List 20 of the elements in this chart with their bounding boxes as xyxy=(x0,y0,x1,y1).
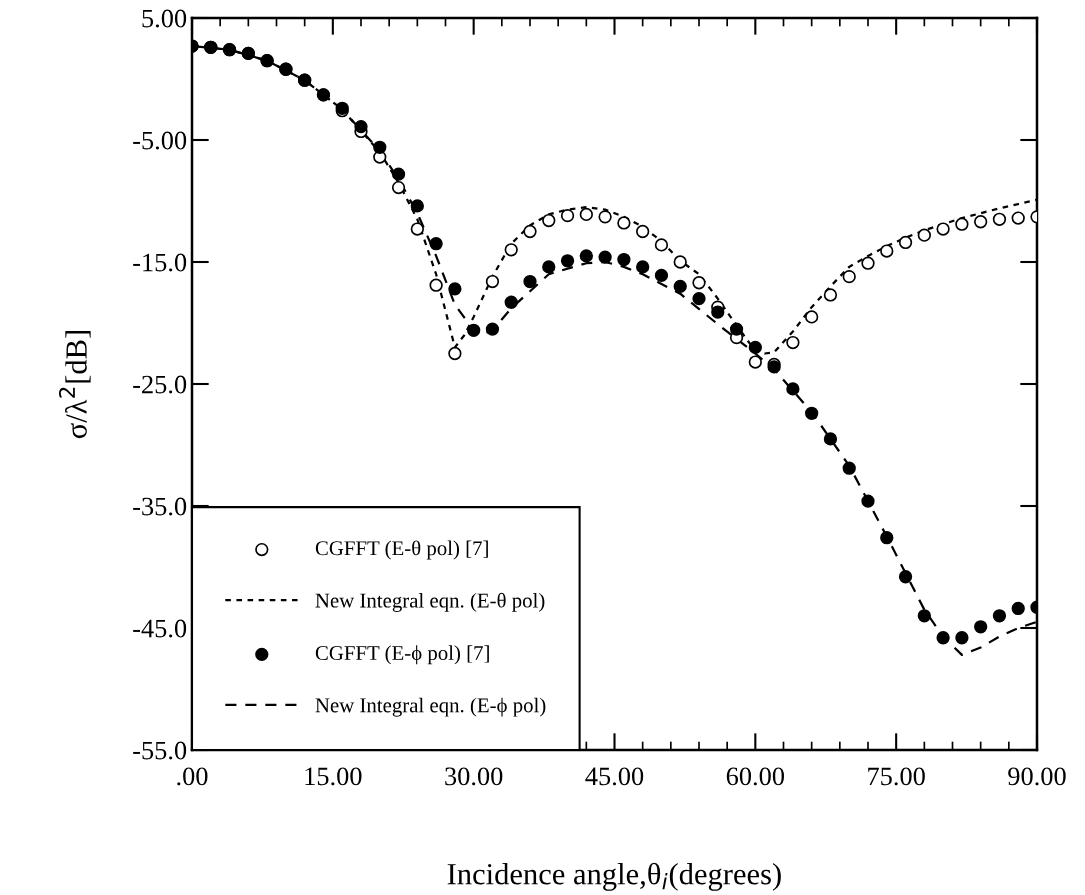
y-tick-label: -5.00 xyxy=(133,131,187,150)
legend-label: New Integral eqn. (E-ϕ pol) xyxy=(315,697,546,717)
y-tick-label: -35.0 xyxy=(133,497,187,516)
x-axis-title: Incidence angle,θ$_{i}$(degrees) xyxy=(447,862,781,891)
x-tick-label: 60.00 xyxy=(726,767,785,786)
x-tick-label: 75.00 xyxy=(868,767,925,786)
y-axis-title: σ/λ$^{2}$[dB] xyxy=(58,331,91,439)
y-tick-label: -15.0 xyxy=(133,253,187,272)
x-tick-label: 30.00 xyxy=(445,767,503,786)
x-tick-label: .00 xyxy=(177,767,208,786)
legend-label: CGFFT (E-θ pol) [7] xyxy=(315,540,488,560)
y-tick-label: -55.0 xyxy=(133,741,187,760)
x-tick-label: 45.00 xyxy=(585,767,644,786)
y-tick-label: 5.00 xyxy=(142,9,187,28)
y-tick-label: -25.0 xyxy=(133,375,187,394)
legend-label: CGFFT (E-ϕ pol) [7] xyxy=(315,645,489,665)
x-tick-label: 15.00 xyxy=(305,767,362,786)
legend-label: New Integral eqn. (E-θ pol) xyxy=(315,592,545,612)
y-tick-label: -45.0 xyxy=(133,619,187,638)
x-tick-label: 90.00 xyxy=(1008,767,1066,786)
